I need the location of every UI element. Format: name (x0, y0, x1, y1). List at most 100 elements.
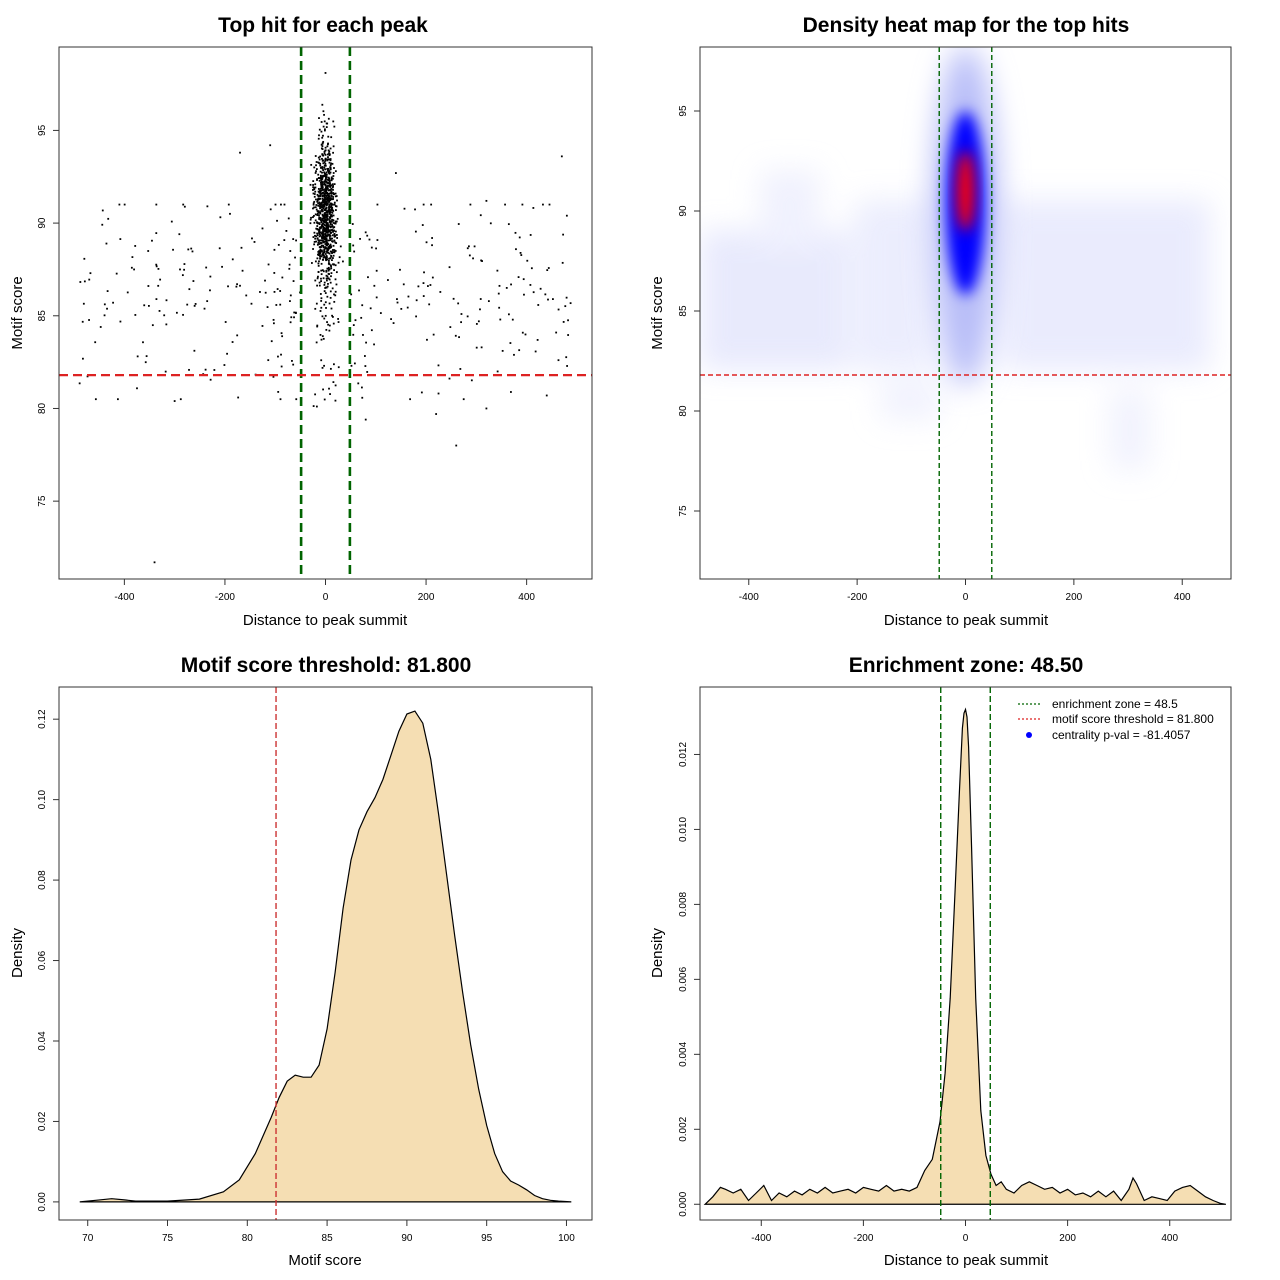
data-point (316, 193, 319, 196)
data-point (362, 334, 364, 336)
data-point (333, 293, 335, 296)
data-point (101, 209, 104, 212)
data-point (350, 293, 353, 296)
data-point (285, 230, 288, 232)
data-point (332, 222, 335, 224)
data-point (325, 204, 328, 207)
data-point (324, 233, 327, 235)
data-point (324, 162, 327, 165)
data-point (325, 188, 327, 191)
data-point (334, 230, 337, 233)
data-point (103, 314, 106, 317)
data-point (321, 237, 323, 240)
data-point (322, 207, 325, 210)
panel-enrichment-density: Enrichment zone: 48.50 -400 -200 0 200 400 0… (649, 654, 1232, 1269)
x-tick-label: 70 (82, 1233, 94, 1244)
data-point (409, 398, 412, 401)
data-point (326, 217, 328, 219)
data-point (339, 245, 342, 248)
data-point (328, 161, 331, 164)
data-point (457, 302, 460, 305)
data-point (331, 252, 333, 254)
data-point (520, 254, 523, 256)
data-point (325, 255, 328, 257)
x-tick-label: -200 (847, 592, 867, 603)
data-point (327, 266, 330, 269)
panel-title: Enrichment zone: 48.50 (849, 654, 1084, 677)
data-point (321, 217, 324, 220)
data-point (479, 308, 481, 311)
data-point (314, 237, 317, 240)
data-point (320, 189, 323, 192)
data-point (325, 230, 328, 233)
data-point (330, 229, 333, 231)
data-point (329, 186, 332, 188)
data-point (317, 211, 320, 213)
data-point (480, 259, 483, 262)
data-point (323, 398, 326, 401)
data-point (324, 253, 327, 255)
data-point (328, 247, 331, 250)
data-point (487, 300, 490, 303)
data-point (328, 225, 330, 228)
data-point (289, 300, 291, 302)
data-point (373, 343, 375, 346)
data-point (239, 151, 241, 154)
data-point (518, 349, 521, 352)
x-axis-label: Distance to peak summit (243, 612, 408, 629)
data-point (328, 263, 331, 266)
data-point (312, 236, 315, 238)
data-point (325, 190, 327, 193)
data-point (314, 213, 317, 216)
data-point (310, 163, 313, 166)
data-point (429, 284, 432, 286)
data-point (112, 301, 114, 304)
data-point (320, 338, 323, 341)
plot-frame (699, 686, 1232, 1221)
data-point (316, 257, 319, 260)
data-point (316, 199, 319, 202)
data-point (324, 203, 327, 206)
data-point (330, 187, 333, 190)
data-point (261, 227, 264, 230)
data-point (324, 179, 327, 182)
density-area (79, 710, 572, 1203)
data-point (323, 317, 326, 320)
data-point (323, 248, 326, 251)
data-point (332, 120, 335, 123)
data-point (325, 238, 328, 241)
data-point (330, 194, 333, 197)
data-point (321, 167, 324, 170)
data-point (283, 203, 286, 206)
data-point (291, 360, 293, 362)
data-point (379, 312, 382, 314)
data-point (334, 195, 337, 198)
data-point (334, 384, 337, 387)
data-point (194, 303, 197, 305)
data-point (320, 205, 323, 207)
data-point (475, 323, 478, 325)
data-point (498, 306, 501, 309)
data-point (321, 136, 324, 139)
data-point (312, 189, 314, 191)
data-point (332, 219, 335, 222)
data-point (314, 172, 317, 174)
data-point (318, 233, 321, 236)
data-point (566, 365, 568, 367)
data-point (449, 326, 452, 328)
data-point (332, 192, 335, 194)
data-point (329, 147, 332, 150)
x-tick-label: -400 (751, 1233, 771, 1244)
data-point (431, 244, 433, 247)
data-point (322, 252, 325, 255)
data-point (470, 379, 473, 382)
data-point (326, 188, 329, 190)
data-point (565, 214, 568, 217)
x-tick-label: 400 (1161, 1233, 1178, 1244)
data-point (136, 387, 138, 390)
data-point (318, 214, 320, 217)
y-tick-label: 80 (678, 405, 689, 417)
data-point (329, 158, 332, 160)
data-point (524, 333, 527, 336)
panel-motif-score-density: Motif score threshold: 81.800 70 75 80 85 90… (9, 654, 593, 1269)
